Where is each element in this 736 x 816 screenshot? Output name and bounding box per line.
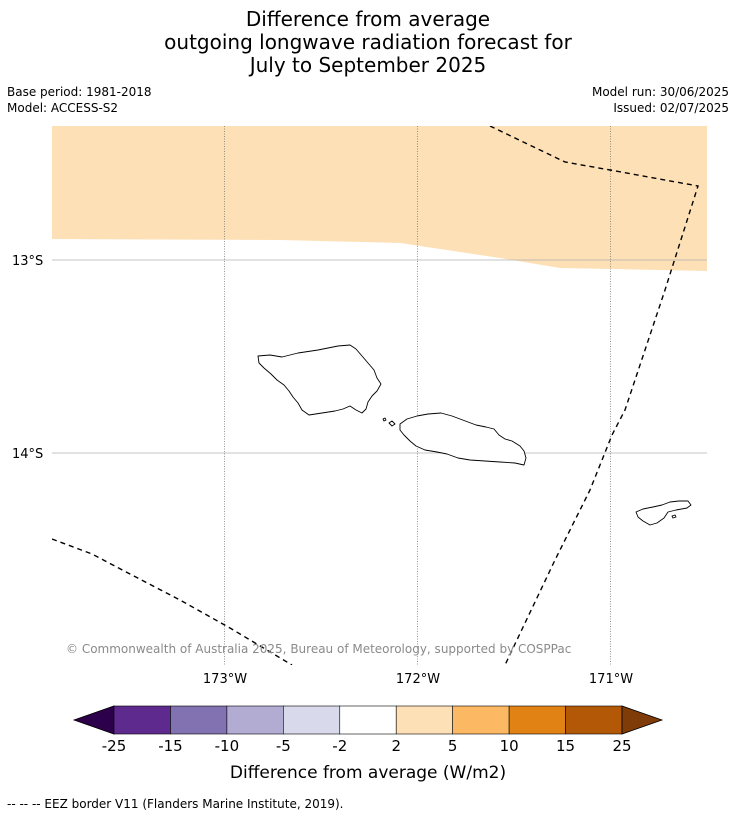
lat-label-13S: 13°S <box>12 254 43 269</box>
lon-label-171W: 171°W <box>589 672 633 687</box>
apolima-island <box>382 417 387 422</box>
map-title: Difference from average outgoing longwav… <box>0 8 736 77</box>
lat-label-14S: 14°S <box>12 447 43 462</box>
colorbar-segment <box>395 705 453 735</box>
colorbar <box>72 705 664 735</box>
meta-right: Model run: 30/06/2025 Issued: 02/07/2025 <box>592 84 729 116</box>
lon-label-173W: 173°W <box>203 672 247 687</box>
colorbar-segment <box>226 705 284 735</box>
colorbar-tick-label: -15 <box>158 737 183 755</box>
colorbar-extend-high <box>621 705 664 735</box>
colorbar-tick-label: -25 <box>102 737 127 755</box>
colorbar-title: Difference from average (W/m2) <box>230 763 506 783</box>
colorbar-tick-label: 10 <box>500 737 519 755</box>
eez-border <box>52 126 699 665</box>
meta-left: Base period: 1981-2018 Model: ACCESS-S2 <box>7 84 152 116</box>
colorbar-segment <box>508 705 566 735</box>
anomaly-region-2-to-5 <box>52 126 707 271</box>
longitude-labels: 173°W 172°W 171°W <box>203 672 633 687</box>
eez-footnote: -- -- -- EEZ border V11 (Flanders Marine… <box>7 797 344 811</box>
colorbar-segment <box>113 705 171 735</box>
title-line-3: July to September 2025 <box>249 53 487 77</box>
title-line-1: Difference from average <box>245 7 491 31</box>
tutuila-island <box>635 500 692 526</box>
colorbar-tick-label: 5 <box>448 737 458 755</box>
colorbar-tick-label: -10 <box>215 737 240 755</box>
colorbar-segment <box>283 705 341 735</box>
colorbar-tick-label: 15 <box>556 737 575 755</box>
aunuu-island <box>671 514 677 519</box>
copyright-text: © Commonwealth of Australia 2025, Bureau… <box>66 642 571 656</box>
eez-border-southwest <box>52 538 293 665</box>
colorbar-tick-label: -2 <box>332 737 347 755</box>
colorbar-tick-label: 2 <box>391 737 401 755</box>
colorbar-tick-labels: -25 -15 -10 -5 -2 2 5 10 15 25 <box>102 737 632 755</box>
manono-island <box>388 420 396 427</box>
lon-label-172W: 172°W <box>396 672 440 687</box>
model-name: Model: ACCESS-S2 <box>7 101 119 115</box>
model-run: Model run: 30/06/2025 <box>591 85 729 99</box>
islands <box>257 344 692 526</box>
base-period: Base period: 1981-2018 <box>7 85 152 99</box>
upolu-island <box>399 412 527 466</box>
savaii-island <box>257 344 382 416</box>
colorbar-tick-label: -5 <box>276 737 291 755</box>
gridlines <box>52 126 707 665</box>
colorbar-segment <box>565 705 623 735</box>
title-line-2: outgoing longwave radiation forecast for <box>164 30 572 54</box>
eez-border-northeast <box>489 126 699 665</box>
colorbar-segment <box>339 705 397 735</box>
colorbar-segment <box>170 705 228 735</box>
colorbar-extend-low <box>72 705 115 735</box>
map-area: © Commonwealth of Australia 2025, Bureau… <box>52 126 707 665</box>
colorbar-tick-label: 25 <box>612 737 631 755</box>
latitude-labels: 13°S 14°S <box>12 254 43 462</box>
issued-date: Issued: 02/07/2025 <box>613 101 729 115</box>
colorbar-segment <box>452 705 510 735</box>
